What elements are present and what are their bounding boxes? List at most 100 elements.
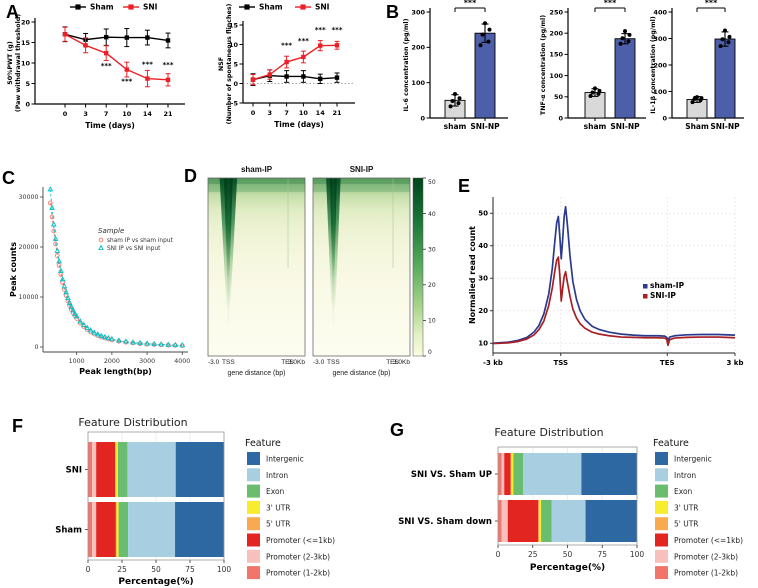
chart-spontaneous-flinches: Sham SNI -5 0 5 10 15 0 3 7 10 14 21 Time (days) NSF (N… [218,3,355,129]
svg-text:200: 200 [411,44,425,52]
heatmap-xtick: TSS [327,359,340,366]
svg-text:NSF: NSF [218,57,225,71]
svg-text:10000: 10000 [18,294,38,301]
svg-text:3 kb: 3 kb [727,359,744,367]
panel-f-label: F [12,416,23,436]
svg-text:20: 20 [21,18,31,26]
svg-text:sham: sham [444,122,467,131]
svg-text:-5: -5 [231,99,239,107]
svg-text:10: 10 [21,59,31,67]
svg-text:50: 50 [151,565,161,574]
svg-text:14: 14 [143,110,153,118]
heatmap-sham-xticks: -3.0 TSS TES 3.0Kb [208,359,305,369]
chart-peak-counts: 0 10000 20000 30000 1000 2000 3000 4000 Peak len… [9,186,190,376]
svg-text:50: 50 [554,93,564,101]
svg-text:Promoter (1-2kb): Promoter (1-2kb) [674,569,738,578]
svg-text:Exon: Exon [266,487,285,496]
svg-text:Sham: Sham [685,122,709,131]
svg-text:100: 100 [630,550,645,559]
svg-text:Sham: Sham [259,3,283,12]
svg-text:***: *** [101,62,112,70]
svg-text:25: 25 [117,565,127,574]
svg-text:0: 0 [420,114,425,122]
svg-text:Exon: Exon [674,487,693,496]
svg-text:SNI: SNI [66,466,82,476]
svg-text:40: 40 [428,211,436,218]
svg-text:Intron: Intron [266,471,288,480]
svg-text:sham: sham [584,122,607,131]
svg-text:SNI: SNI [315,3,330,12]
heatmap-sham-xlabel: gene distance (bp) [227,370,286,377]
svg-text:SNI VS. Sham UP: SNI VS. Sham UP [411,470,492,480]
svg-text:Percentage(%): Percentage(%) [118,577,193,587]
svg-text:IL-1β concentration (pg/ml): IL-1β concentration (pg/ml) [650,16,657,114]
svg-text:SNI IP vs SNI input: SNI IP vs SNI input [107,246,161,252]
svg-text:SNI VS. Sham down: SNI VS. Sham down [398,517,492,527]
heatmap-xtick: -3.0 [313,359,325,366]
heatmap-xtick: -3.0 [208,359,220,366]
svg-text:SNI-NP: SNI-NP [470,122,500,131]
svg-text:75: 75 [597,550,607,559]
svg-text:7: 7 [284,109,289,117]
svg-text:***: *** [604,0,617,8]
svg-text:3' UTR: 3' UTR [674,503,699,512]
svg-text:Time (days): Time (days) [274,120,324,129]
svg-text:***: *** [121,78,132,86]
svg-text:Sham: Sham [55,526,82,536]
chart-feature-distribution-sni-sham: Feature Distribution SNI Sham 0 25 50 75 100 Per… [55,416,335,587]
svg-text:21: 21 [332,109,342,117]
svg-text:Normalied read count: Normalied read count [468,226,477,324]
svg-text:14: 14 [316,109,326,117]
svg-text:Promoter (2-3kb): Promoter (2-3kb) [266,552,330,561]
svg-text:TNF-α concentration (pg/ml): TNF-α concentration (pg/ml) [540,15,547,115]
heatmap-xtick: TSS [222,359,235,366]
heatmap-xtick: 3.0Kb [288,359,305,366]
svg-text:Feature: Feature [653,438,689,449]
svg-text:100: 100 [549,72,563,80]
svg-text:3: 3 [268,109,273,117]
chart-il6: 0 100 200 300 sham SNI-NP *** IL-6 concentratio… [403,0,508,131]
svg-text:10: 10 [299,109,309,117]
svg-text:***: *** [705,0,718,8]
svg-text:3' UTR: 3' UTR [266,503,291,512]
svg-text:Feature Distribution: Feature Distribution [494,426,603,439]
svg-text:***: *** [332,26,343,34]
svg-text:sham IP vs sham input: sham IP vs sham input [107,238,173,244]
svg-text:***: *** [281,42,292,50]
chart-feature-distribution-up-down: Feature Distribution SNI VS. Sham UP SNI V… [398,426,743,580]
svg-text:0: 0 [34,344,38,351]
svg-text:Intron: Intron [674,471,696,480]
svg-text:100: 100 [217,565,232,574]
svg-text:***: *** [298,37,309,45]
heatmap-xtick: TES [281,359,294,366]
svg-text:200: 200 [549,30,563,38]
svg-text:Sample: Sample [98,227,124,235]
heatmap-xtick: TES [386,359,399,366]
svg-text:Intergenic: Intergenic [674,455,712,464]
panel-d-heatmaps: sham-IP SNI-IP 0 10 20 30 40 50 -3.0 TSS TES … [185,165,457,385]
svg-text:***: *** [315,26,326,34]
svg-text:Promoter (1-2kb): Promoter (1-2kb) [266,569,330,578]
svg-text:200: 200 [653,61,667,69]
heatmap-colorbar: 0 10 20 30 40 50 [412,177,436,357]
svg-text:Percentage(%): Percentage(%) [530,563,605,573]
svg-text:SNI-NP: SNI-NP [610,122,640,131]
svg-text:Promoter (<=1kb): Promoter (<=1kb) [266,536,335,545]
chart-paw-withdrawal: Sham SNI 0 5 10 15 20 0 3 7 10 14 21 Time (days) 50%PW… [7,3,185,130]
svg-text:75: 75 [185,565,195,574]
svg-text:5' UTR: 5' UTR [674,520,699,529]
svg-text:20000: 20000 [18,244,38,251]
svg-text:20: 20 [478,307,488,315]
svg-text:0: 0 [251,109,256,117]
svg-text:10: 10 [122,110,132,118]
svg-text:***: *** [464,0,477,8]
svg-text:***: *** [142,61,153,69]
svg-text:20: 20 [428,282,436,289]
svg-text:5: 5 [25,80,30,88]
svg-text:30000: 30000 [18,194,38,201]
svg-text:0: 0 [662,114,667,122]
svg-text:sham-IP: sham-IP [650,281,685,290]
panel-e-label: E [458,176,471,196]
